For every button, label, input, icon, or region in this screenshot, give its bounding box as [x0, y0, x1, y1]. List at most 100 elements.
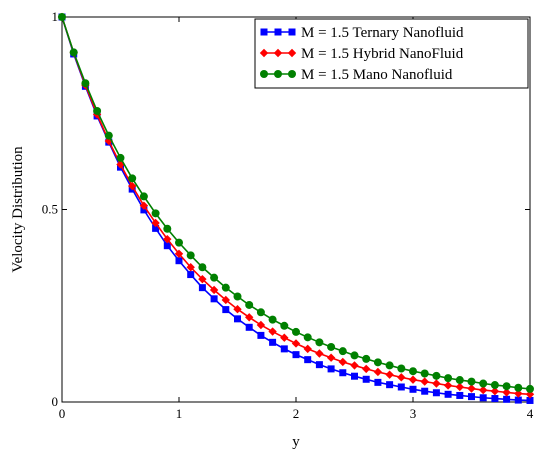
series-2-point-31 [420, 369, 429, 378]
series-0-point-25 [351, 372, 358, 380]
legend-marker-0-0 [260, 28, 268, 36]
series-1-point-23 [326, 353, 336, 362]
legend-marker-2-2 [288, 70, 296, 78]
series-1-point-10 [174, 249, 184, 258]
series-layer [57, 12, 535, 404]
series-0-point-37 [491, 395, 499, 403]
series-2-point-32 [432, 371, 441, 380]
series-0-point-33 [444, 390, 452, 398]
series-0-point-31 [421, 387, 429, 395]
series-2-point-3 [93, 106, 102, 115]
y-tick-label-2: 1 [52, 9, 59, 24]
series-1-point-32 [432, 379, 441, 388]
series-0-point-7 [140, 206, 148, 214]
series-2-point-37 [490, 381, 499, 390]
series-1-point-4 [104, 136, 113, 146]
x-tick-label-2: 2 [293, 406, 300, 421]
series-2-point-7 [139, 192, 148, 201]
series-0-point-29 [397, 383, 405, 391]
legend-marker-2-0 [260, 70, 268, 78]
series-2-point-18 [268, 315, 277, 324]
series-2 [58, 13, 534, 393]
series-0-point-20 [292, 351, 300, 359]
series-0-point-21 [304, 356, 312, 364]
legend-marker-0-2 [288, 28, 296, 36]
legend-entry-2: M = 1.5 Mano Nanofluid [260, 67, 453, 83]
series-2-point-27 [373, 358, 382, 367]
series-1-point-19 [280, 333, 289, 342]
series-2-point-2 [81, 79, 90, 88]
series-1-point-38 [502, 388, 511, 397]
series-1-point-20 [291, 339, 301, 348]
series-2-point-6 [128, 174, 137, 183]
series-1-point-36 [479, 385, 488, 395]
series-1-point-29 [397, 373, 406, 382]
series-1-point-28 [385, 370, 394, 379]
series-1-point-25 [350, 361, 359, 370]
series-0-point-40 [526, 396, 534, 404]
series-0-point-12 [198, 284, 206, 292]
series-0-point-9 [163, 242, 171, 250]
series-2-point-25 [350, 351, 359, 360]
series-0-point-30 [409, 385, 417, 393]
series-2-point-29 [397, 364, 406, 373]
series-0-point-24 [339, 369, 347, 377]
series-0-point-34 [456, 391, 464, 399]
series-0-point-16 [245, 323, 253, 331]
series-0-point-39 [514, 396, 522, 404]
series-2-point-1 [69, 48, 78, 57]
series-0-point-18 [269, 338, 277, 346]
x-tick-label-3: 3 [410, 406, 417, 421]
series-0-point-19 [280, 345, 288, 353]
series-0-point-22 [315, 361, 323, 369]
series-1-point-15 [233, 305, 242, 314]
series-2-point-15 [233, 292, 242, 301]
legend-marker-2-1 [274, 70, 282, 78]
series-2-point-26 [362, 354, 371, 363]
series-1-point-14 [221, 295, 230, 305]
legend-marker-1-1 [273, 48, 283, 58]
series-2-point-39 [514, 383, 523, 392]
series-2-point-33 [444, 374, 453, 383]
series-2-point-28 [385, 361, 394, 370]
series-2-point-21 [303, 333, 312, 342]
series-1-point-39 [514, 389, 523, 398]
series-2-point-23 [327, 342, 336, 351]
legend-marker-1-0 [259, 48, 269, 58]
series-0-point-38 [503, 395, 511, 403]
series-2-point-13 [210, 273, 219, 282]
legend-label-0: M = 1.5 Ternary Nanofluid [301, 25, 464, 41]
legend-label-2: M = 1.5 Mano Nanofluid [301, 67, 453, 83]
series-2-point-11 [186, 251, 195, 260]
series-2-point-38 [502, 382, 511, 391]
series-2-point-22 [315, 338, 324, 347]
series-0-point-26 [362, 375, 370, 383]
series-0-point-17 [257, 331, 265, 339]
series-1-point-9 [163, 234, 172, 244]
series-2-point-8 [151, 209, 160, 218]
series-0-point-32 [432, 389, 440, 397]
series-1-point-27 [373, 367, 383, 377]
series-1-point-17 [256, 320, 266, 330]
series-0-point-28 [386, 381, 394, 389]
x-tick-label-4: 4 [527, 406, 534, 421]
series-0-point-27 [374, 378, 382, 386]
legend-marker-0-1 [274, 28, 282, 36]
series-0-point-11 [187, 271, 195, 279]
series-1-point-21 [303, 344, 312, 354]
series-0-point-35 [468, 393, 475, 401]
y-axis-label: Velocity Distribution [10, 146, 26, 273]
series-1-point-24 [338, 357, 347, 367]
series-2-point-9 [163, 224, 172, 233]
series-1-point-8 [151, 218, 160, 228]
series-2-point-10 [175, 238, 183, 247]
series-0-point-10 [175, 257, 183, 265]
series-0-point-15 [234, 315, 241, 323]
series-1-point-6 [128, 181, 137, 191]
series-2-point-30 [409, 367, 417, 376]
series-1-point-12 [198, 274, 207, 284]
series-2-point-19 [280, 321, 289, 330]
legend-marker-1-2 [287, 48, 297, 58]
y-tick-label-0: 0 [52, 394, 59, 409]
series-1-point-11 [186, 263, 195, 272]
